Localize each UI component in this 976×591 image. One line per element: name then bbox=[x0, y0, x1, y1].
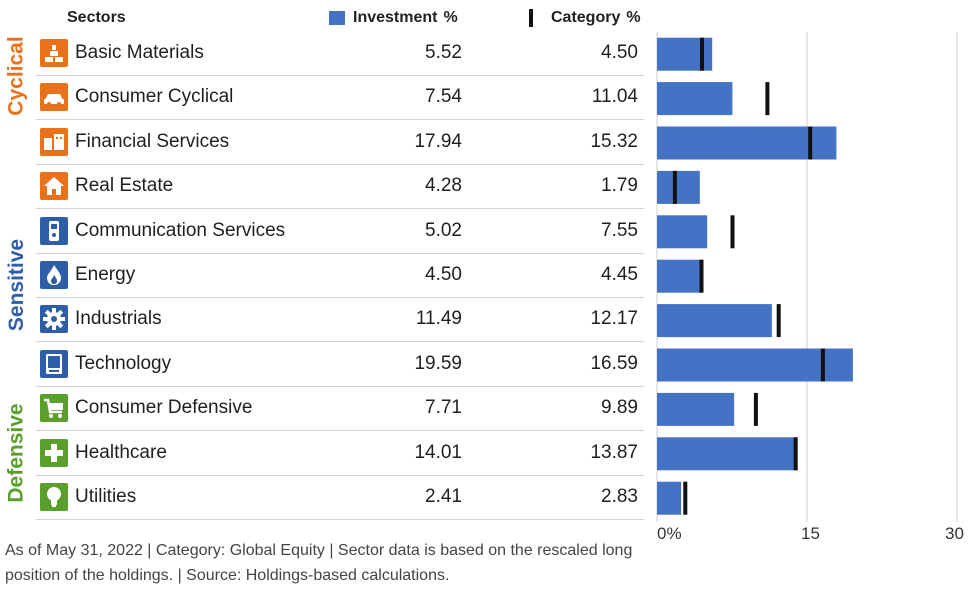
category-marker bbox=[730, 215, 735, 249]
investment-bar bbox=[657, 170, 700, 204]
category-legend: Category % bbox=[529, 9, 641, 27]
group-label-defensive-text: Defensive bbox=[5, 403, 28, 503]
category-marker bbox=[765, 82, 770, 116]
investment-bar bbox=[657, 437, 798, 471]
table-row: Healthcare 14.01 13.87 bbox=[36, 432, 644, 476]
category-marker bbox=[672, 170, 677, 204]
investment-bar bbox=[657, 392, 735, 426]
car-icon bbox=[40, 83, 68, 112]
table-row: Consumer Cyclical 7.54 11.04 bbox=[36, 76, 644, 121]
category-marker bbox=[699, 259, 704, 293]
sector-name: Consumer Cyclical bbox=[75, 86, 234, 108]
flame-icon bbox=[40, 261, 68, 289]
footnote: As of May 31, 2022 | Category: Global Eq… bbox=[5, 542, 633, 584]
category-marker bbox=[776, 304, 781, 338]
investment-bar bbox=[657, 304, 772, 338]
group-label-sensitive: Sensitive bbox=[0, 175, 34, 395]
category-value: 12.17 bbox=[590, 308, 638, 330]
investment-value: 7.54 bbox=[425, 86, 462, 108]
table-row: Industrials 11.49 12.17 bbox=[36, 298, 644, 343]
category-value: 4.45 bbox=[601, 264, 638, 285]
table-row: Basic Materials 5.52 4.50 bbox=[36, 32, 644, 76]
investment-legend: Investment % bbox=[329, 9, 458, 27]
investment-bar bbox=[657, 126, 837, 160]
category-pct-label: % bbox=[626, 9, 641, 26]
sector-name: Real Estate bbox=[75, 175, 174, 197]
category-marker bbox=[700, 37, 704, 71]
investment-value: 4.50 bbox=[425, 264, 462, 285]
investment-value: 7.71 bbox=[425, 397, 462, 419]
sector-name: Financial Services bbox=[75, 130, 230, 152]
category-value: 13.87 bbox=[590, 441, 638, 463]
investment-value: 5.02 bbox=[425, 219, 462, 241]
x-tick-15: 15 bbox=[801, 524, 820, 543]
investment-value: 11.49 bbox=[415, 308, 462, 330]
investment-bar bbox=[657, 215, 708, 249]
sectors-header: Sectors bbox=[67, 9, 126, 26]
sector-name: Communication Services bbox=[75, 219, 286, 241]
investment-bar bbox=[657, 259, 702, 293]
category-value: 2.83 bbox=[601, 486, 638, 507]
bank-icon bbox=[40, 127, 68, 156]
sector-name: Technology bbox=[75, 352, 172, 374]
sector-name: Consumer Defensive bbox=[75, 397, 253, 419]
category-value: 1.79 bbox=[601, 175, 638, 197]
gear-icon bbox=[40, 305, 68, 334]
investment-pct-label: % bbox=[443, 9, 458, 26]
category-value: 16.59 bbox=[590, 352, 638, 374]
category-marker bbox=[808, 126, 813, 160]
investment-bar bbox=[657, 82, 733, 116]
sector-name: Energy bbox=[75, 264, 136, 285]
category-swatch bbox=[529, 9, 533, 27]
sector-name: Industrials bbox=[75, 308, 162, 330]
category-marker bbox=[683, 481, 688, 515]
group-label-cyclical-text: Cyclical bbox=[5, 36, 29, 116]
cart-icon bbox=[40, 394, 68, 423]
phone-icon bbox=[40, 216, 68, 245]
investment-bar bbox=[657, 481, 682, 515]
house-icon bbox=[40, 172, 68, 201]
x-tick-0: 0% bbox=[657, 524, 682, 543]
sector-name: Basic Materials bbox=[75, 42, 204, 63]
category-value: 7.55 bbox=[601, 219, 638, 241]
sector-name: Utilities bbox=[75, 486, 137, 507]
category-marker bbox=[793, 437, 798, 471]
table-row: Utilities 2.41 2.83 bbox=[36, 476, 644, 520]
category-value: 15.32 bbox=[590, 130, 638, 152]
investment-value: 4.28 bbox=[425, 175, 462, 197]
investment-value: 17.94 bbox=[414, 130, 462, 152]
investment-value: 19.59 bbox=[414, 352, 462, 374]
computer-icon bbox=[40, 349, 68, 378]
investment-value: 5.52 bbox=[425, 42, 462, 63]
table-row: Real Estate 4.28 1.79 bbox=[36, 165, 644, 210]
category-marker bbox=[820, 348, 825, 382]
table-row: Energy 4.50 4.45 bbox=[36, 254, 644, 298]
table-row: Communication Services 5.02 7.55 bbox=[36, 210, 644, 254]
sector-chart bbox=[655, 32, 975, 522]
table-row: Consumer Defensive 7.71 9.89 bbox=[36, 387, 644, 432]
sector-name: Healthcare bbox=[75, 441, 167, 463]
bricks-icon bbox=[40, 39, 68, 67]
investment-legend-label: Investment bbox=[353, 9, 438, 26]
investment-bar bbox=[657, 348, 853, 382]
category-value: 11.04 bbox=[591, 86, 638, 108]
category-value: 9.89 bbox=[601, 397, 638, 419]
group-label-defensive: Defensive bbox=[0, 387, 34, 519]
x-tick-30: 30 bbox=[945, 524, 964, 543]
category-legend-label: Category bbox=[551, 9, 621, 26]
investment-swatch bbox=[329, 11, 345, 25]
group-label-sensitive-text: Sensitive bbox=[5, 238, 28, 332]
bulb-icon bbox=[40, 483, 68, 511]
investment-value: 14.01 bbox=[414, 441, 462, 463]
category-marker bbox=[753, 392, 758, 426]
category-value: 4.50 bbox=[601, 42, 638, 63]
cross-icon bbox=[40, 438, 68, 467]
investment-value: 2.41 bbox=[425, 486, 462, 507]
sector-chart-svg bbox=[656, 32, 958, 522]
table-row: Technology 19.59 16.59 bbox=[36, 343, 644, 387]
table-row: Financial Services 17.94 15.32 bbox=[36, 121, 644, 165]
group-label-cyclical: Cyclical bbox=[0, 32, 34, 120]
